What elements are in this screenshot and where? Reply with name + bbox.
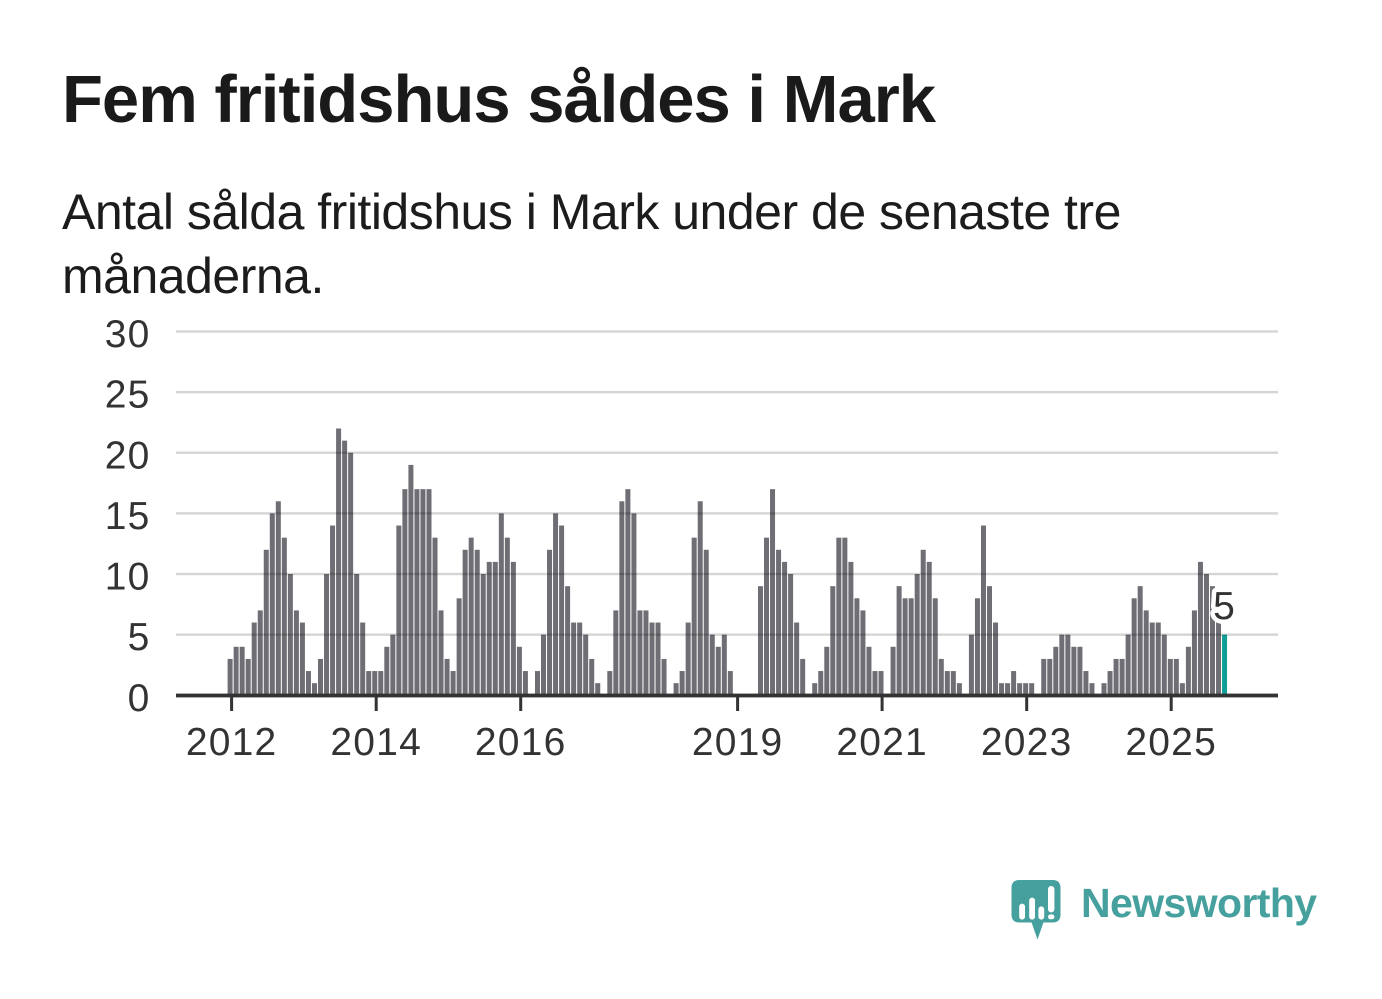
svg-text:Fem fritidshus såldes i Mark: Fem fritidshus såldes i Mark [62,62,937,137]
svg-text:2025: 2025 [1125,721,1217,764]
svg-text:2023: 2023 [981,721,1073,764]
svg-text:2019: 2019 [692,721,784,764]
svg-text:2012: 2012 [186,721,278,764]
svg-text:30: 30 [105,313,151,356]
svg-text:15: 15 [105,495,151,538]
svg-text:2014: 2014 [330,721,422,764]
svg-text:10: 10 [105,556,151,599]
svg-text:0: 0 [128,677,151,720]
svg-text:Newsworthy: Newsworthy [1081,880,1317,926]
svg-text:25: 25 [105,374,151,417]
svg-text:månaderna.: månaderna. [62,248,324,304]
svg-text:Antal sålda fritidshus i Mark: Antal sålda fritidshus i Mark under de s… [62,184,1121,240]
svg-text:2021: 2021 [836,721,928,764]
svg-text:2016: 2016 [475,721,567,764]
svg-text:20: 20 [105,434,151,477]
svg-text:5: 5 [128,616,151,659]
svg-text:5: 5 [1213,585,1236,628]
